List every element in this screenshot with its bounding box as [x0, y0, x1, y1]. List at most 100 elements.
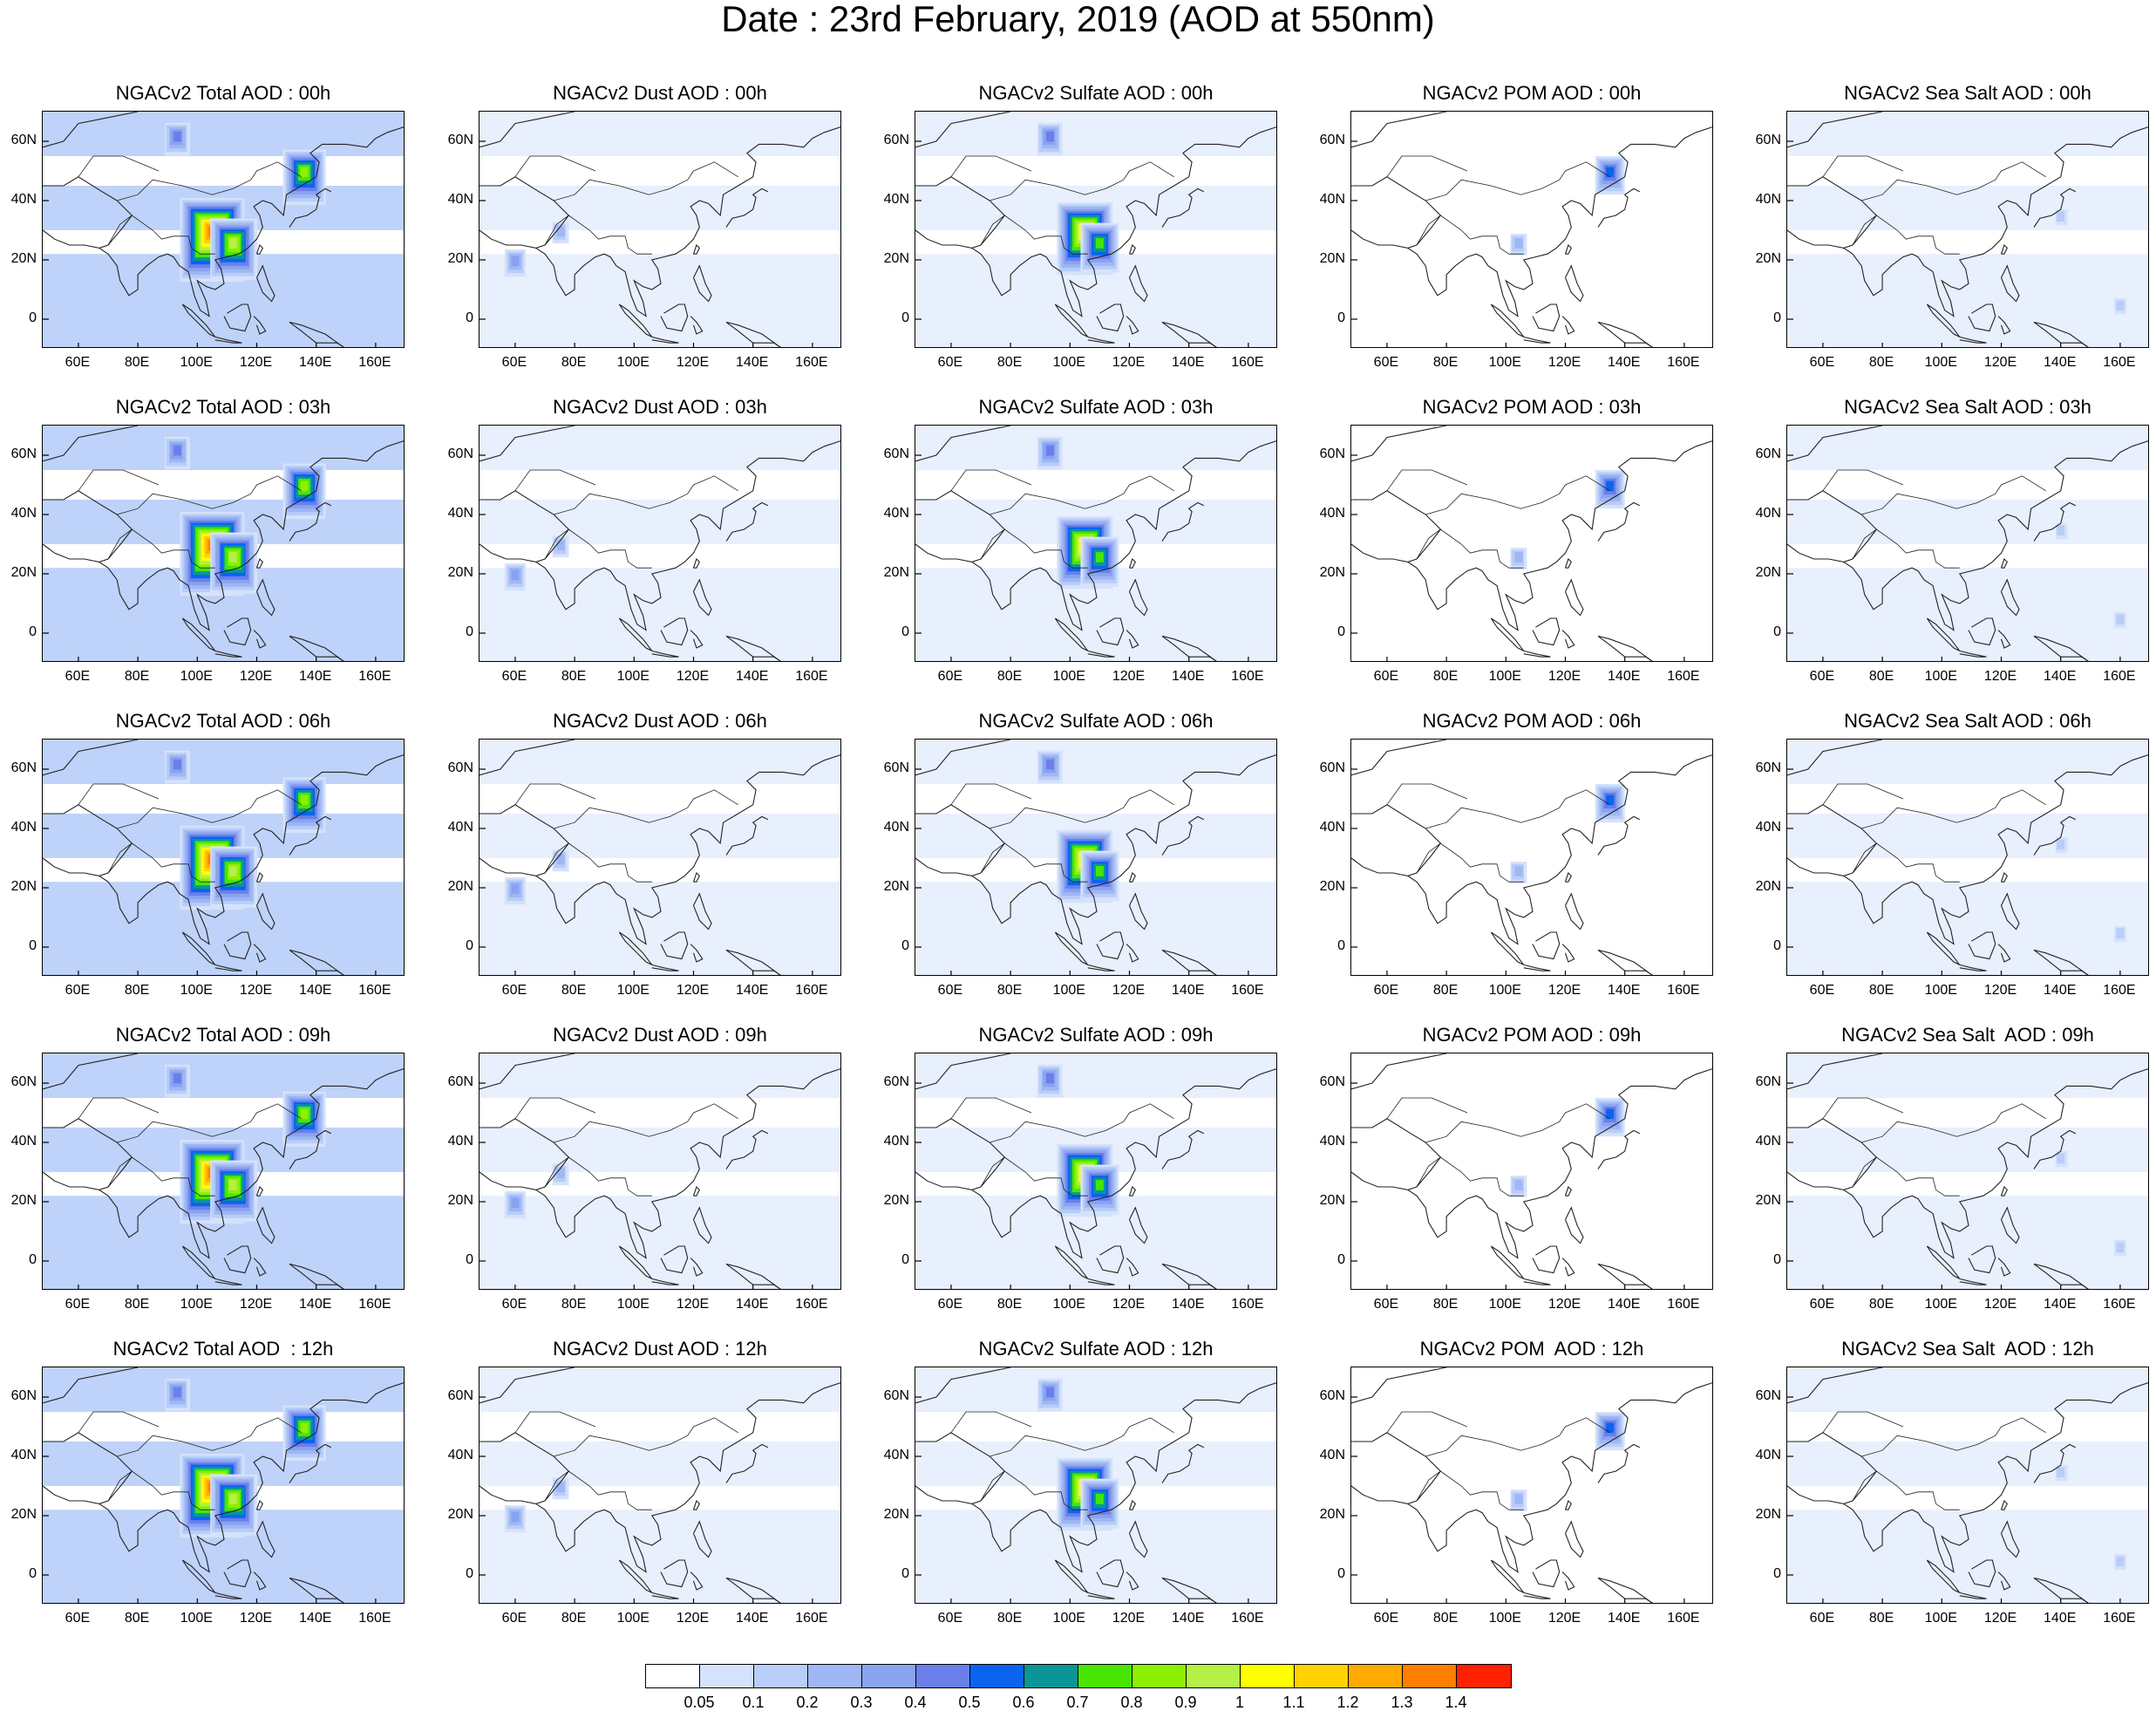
coastline — [43, 426, 139, 462]
colorbar-level-label: 0.9 — [1174, 1694, 1197, 1711]
coastline — [1597, 1443, 1641, 1483]
lat-tick-label: 60N — [447, 446, 473, 461]
coastline — [651, 1278, 679, 1285]
country-border — [1386, 1411, 1468, 1434]
coastline — [725, 321, 781, 347]
coastline — [725, 187, 769, 228]
aod-background-band — [1787, 254, 2148, 347]
colorbar-level-label: 0.2 — [796, 1694, 819, 1711]
coastline — [1926, 1559, 1961, 1593]
lon-tick-label: 80E — [124, 1297, 150, 1312]
lat-tick-label: 0 — [1773, 1566, 1781, 1581]
colorbar-level-label: 0.5 — [958, 1694, 981, 1711]
coastline — [535, 754, 840, 945]
lat-tick-label: 40N — [1319, 1448, 1345, 1462]
coastline — [1787, 1367, 1883, 1404]
coastline — [2033, 1577, 2089, 1603]
country-border — [117, 161, 302, 201]
aod-heatmap — [479, 112, 840, 347]
coastline — [255, 557, 263, 569]
coastline — [692, 892, 712, 930]
colorbar-swatch — [1295, 1665, 1349, 1687]
coastline — [1959, 336, 1987, 344]
map-panel — [42, 111, 405, 348]
coastline — [1351, 1118, 1442, 1190]
country-border — [1416, 1470, 1441, 1502]
coastline — [1787, 1118, 1878, 1190]
lon-tick-label: 60E — [501, 355, 527, 370]
lon-tick-label: 80E — [1868, 1611, 1894, 1626]
coastline — [660, 931, 689, 960]
coastline — [1523, 964, 1551, 971]
coastline — [1161, 815, 1205, 856]
coastline — [2000, 1499, 2008, 1510]
aod-hotspot-cell — [1045, 445, 1054, 456]
lon-tick-label: 120E — [676, 1297, 710, 1312]
lon-tick-label: 160E — [795, 1611, 828, 1626]
lon-tick-label: 100E — [616, 669, 650, 684]
coastline — [2000, 1206, 2020, 1244]
coastline — [289, 635, 344, 661]
lon-tick-label: 120E — [239, 355, 273, 370]
lat-tick-label: 0 — [901, 1566, 909, 1581]
aod-hotspot-cell — [1514, 238, 1523, 249]
panel-title: NGACv2 Sulfate AOD : 03h — [978, 396, 1214, 418]
lon-tick-label: 60E — [501, 1611, 527, 1626]
coastline — [1490, 1245, 1525, 1279]
coastline — [99, 440, 404, 631]
lon-tick-label: 160E — [2103, 355, 2136, 370]
lat-tick-label: 20N — [447, 565, 473, 580]
coastline — [2033, 1443, 2077, 1483]
lon-tick-label: 80E — [1432, 355, 1459, 370]
country-border — [1822, 469, 1904, 492]
country-border — [78, 155, 160, 178]
coastline — [1128, 557, 1136, 569]
lat-tick-label: 40N — [883, 1448, 909, 1462]
lon-tick-label: 60E — [1809, 355, 1835, 370]
coastline — [690, 944, 704, 963]
country-border — [990, 475, 1174, 515]
lon-tick-label: 100E — [616, 983, 650, 998]
map-panel — [479, 1367, 841, 1604]
country-border — [990, 1103, 1174, 1143]
coastline — [1523, 650, 1551, 658]
coastline — [1351, 1367, 1447, 1404]
coastline — [1407, 126, 1712, 317]
lat-tick-label: 60N — [10, 446, 37, 461]
lat-tick-label: 40N — [1755, 192, 1781, 207]
coastline — [971, 1382, 1276, 1573]
country-border — [544, 1156, 569, 1188]
lat-tick-label: 40N — [1755, 506, 1781, 521]
aod-background-band — [1787, 1510, 2148, 1603]
coastline — [2000, 264, 2020, 303]
aod-background-band — [479, 112, 840, 156]
aod-hotspot-cell — [2116, 614, 2125, 625]
aod-background-band — [43, 1367, 404, 1412]
lat-tick-label: 60N — [883, 446, 909, 461]
country-border — [1876, 842, 1960, 883]
country-border — [980, 528, 1005, 560]
coastline — [1351, 804, 1442, 876]
coastline — [479, 1432, 570, 1504]
lon-tick-label: 80E — [996, 983, 1023, 998]
coastline — [255, 1499, 263, 1510]
panel-title: NGACv2 Sea Salt AOD : 00h — [1844, 82, 2091, 104]
country-border — [1876, 1156, 1960, 1196]
country-border — [1425, 789, 1610, 829]
lon-tick-label: 80E — [1868, 669, 1894, 684]
country-border — [1416, 528, 1441, 560]
coastline — [1532, 931, 1561, 960]
lon-tick-label: 120E — [1983, 355, 2017, 370]
lon-tick-label: 80E — [124, 1611, 150, 1626]
lat-tick-label: 0 — [29, 310, 37, 325]
lat-tick-label: 60N — [447, 1388, 473, 1403]
lon-tick-label: 120E — [1547, 1297, 1581, 1312]
coastline — [1351, 1053, 1447, 1090]
aod-background-band — [1787, 186, 2148, 230]
colorbar-level-label: 1.1 — [1282, 1694, 1305, 1711]
country-border — [568, 528, 652, 569]
coastline — [255, 1206, 275, 1244]
lon-tick-label: 60E — [1809, 1297, 1835, 1312]
country-border — [1440, 215, 1524, 255]
coastline — [1561, 630, 1575, 649]
